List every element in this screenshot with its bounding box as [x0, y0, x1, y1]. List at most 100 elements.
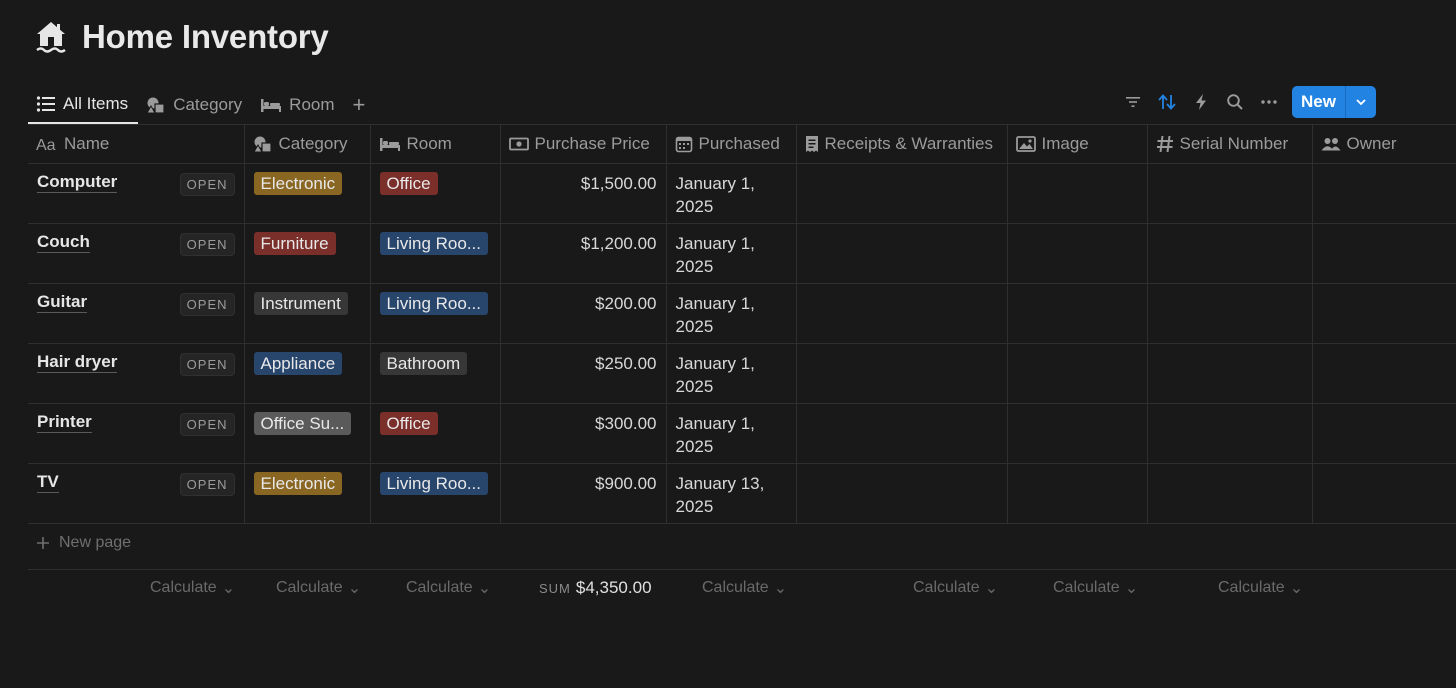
- tab-room[interactable]: Room: [252, 86, 344, 124]
- house-icon[interactable]: [34, 19, 68, 55]
- item-name[interactable]: Guitar: [37, 291, 88, 313]
- new-dropdown-button[interactable]: [1344, 86, 1376, 118]
- table-row[interactable]: Hair dryer OPEN Appliance Bathroom $250.…: [28, 343, 1456, 404]
- calculate-price[interactable]: Calculate ⌄: [406, 579, 492, 597]
- serial-number-cell[interactable]: [1147, 283, 1313, 344]
- price-cell[interactable]: $200.00: [500, 283, 667, 344]
- filter-icon[interactable]: [1116, 86, 1150, 118]
- calculate-receipts[interactable]: Calculate ⌄: [913, 579, 999, 597]
- owner-cell[interactable]: [1312, 463, 1456, 524]
- column-header-receipts[interactable]: Receipts & Warranties: [796, 125, 1008, 164]
- name-cell[interactable]: Hair dryer OPEN: [28, 343, 245, 404]
- sort-icon[interactable]: [1150, 86, 1184, 118]
- calculate-room[interactable]: Calculate ⌄: [276, 579, 362, 597]
- column-header-image[interactable]: Image: [1007, 125, 1148, 164]
- name-cell[interactable]: Computer OPEN: [28, 163, 245, 224]
- column-header-owner[interactable]: Owner: [1312, 125, 1456, 164]
- calculate-purchased[interactable]: Calculate ⌄: [702, 579, 788, 597]
- purchased-cell[interactable]: January 1, 2025: [666, 223, 797, 284]
- price-cell[interactable]: $250.00: [500, 343, 667, 404]
- open-button[interactable]: OPEN: [179, 472, 235, 496]
- price-cell[interactable]: $1,500.00: [500, 163, 667, 224]
- column-header-purchased[interactable]: Purchased: [666, 125, 797, 164]
- column-header-serial-number[interactable]: Serial Number: [1147, 125, 1313, 164]
- open-button[interactable]: OPEN: [179, 172, 235, 196]
- table-row[interactable]: Guitar OPEN Instrument Living Roo... $20…: [28, 283, 1456, 344]
- name-cell[interactable]: TV OPEN: [28, 463, 245, 524]
- category-cell[interactable]: Instrument: [244, 283, 371, 344]
- table-row[interactable]: Computer OPEN Electronic Office $1,500.0…: [28, 163, 1456, 224]
- receipts-cell[interactable]: [796, 403, 1008, 464]
- serial-number-cell[interactable]: [1147, 163, 1313, 224]
- search-icon[interactable]: [1218, 86, 1252, 118]
- serial-number-cell[interactable]: [1147, 403, 1313, 464]
- image-cell[interactable]: [1007, 163, 1148, 224]
- item-name[interactable]: Computer: [37, 171, 118, 193]
- purchased-cell[interactable]: January 1, 2025: [666, 163, 797, 224]
- category-cell[interactable]: Appliance: [244, 343, 371, 404]
- serial-number-cell[interactable]: [1147, 463, 1313, 524]
- category-cell[interactable]: Electronic: [244, 163, 371, 224]
- owner-cell[interactable]: [1312, 403, 1456, 464]
- open-button[interactable]: OPEN: [179, 232, 235, 256]
- lightning-icon[interactable]: [1184, 86, 1218, 118]
- category-cell[interactable]: Office Su...: [244, 403, 371, 464]
- receipts-cell[interactable]: [796, 163, 1008, 224]
- new-page-button[interactable]: New page: [36, 534, 131, 552]
- table-row[interactable]: TV OPEN Electronic Living Roo... $900.00…: [28, 463, 1456, 524]
- open-button[interactable]: OPEN: [179, 292, 235, 316]
- more-options-icon[interactable]: [1252, 86, 1286, 118]
- receipts-cell[interactable]: [796, 463, 1008, 524]
- tab-category[interactable]: Category: [138, 86, 252, 124]
- new-button-label[interactable]: New: [1301, 92, 1336, 111]
- column-header-name[interactable]: Aa Name: [28, 125, 245, 164]
- sum-purchase-price[interactable]: SUM $4,350.00: [539, 578, 652, 598]
- category-cell[interactable]: Furniture: [244, 223, 371, 284]
- image-cell[interactable]: [1007, 343, 1148, 404]
- category-cell[interactable]: Electronic: [244, 463, 371, 524]
- item-name[interactable]: TV: [37, 471, 59, 493]
- purchased-cell[interactable]: January 13, 2025: [666, 463, 797, 524]
- room-cell[interactable]: Office: [370, 403, 501, 464]
- image-cell[interactable]: [1007, 283, 1148, 344]
- open-button[interactable]: OPEN: [179, 412, 235, 436]
- receipts-cell[interactable]: [796, 223, 1008, 284]
- column-header-category[interactable]: Category: [244, 125, 371, 164]
- item-name[interactable]: Couch: [37, 231, 90, 253]
- add-view-button[interactable]: +: [352, 92, 366, 117]
- tab-all-items[interactable]: All Items: [28, 86, 139, 124]
- table-row[interactable]: Printer OPEN Office Su... Office $300.00…: [28, 403, 1456, 464]
- name-cell[interactable]: Guitar OPEN: [28, 283, 245, 344]
- item-name[interactable]: Hair dryer: [37, 351, 118, 373]
- column-header-purchase-price[interactable]: Purchase Price: [500, 125, 667, 164]
- name-cell[interactable]: Printer OPEN: [28, 403, 245, 464]
- room-cell[interactable]: Living Roo...: [370, 223, 501, 284]
- room-cell[interactable]: Office: [370, 163, 501, 224]
- receipts-cell[interactable]: [796, 343, 1008, 404]
- price-cell[interactable]: $1,200.00: [500, 223, 667, 284]
- serial-number-cell[interactable]: [1147, 223, 1313, 284]
- room-cell[interactable]: Bathroom: [370, 343, 501, 404]
- purchased-cell[interactable]: January 1, 2025: [666, 343, 797, 404]
- item-name[interactable]: Printer: [37, 411, 92, 433]
- owner-cell[interactable]: [1312, 283, 1456, 344]
- owner-cell[interactable]: [1312, 163, 1456, 224]
- room-cell[interactable]: Living Roo...: [370, 283, 501, 344]
- owner-cell[interactable]: [1312, 343, 1456, 404]
- purchased-cell[interactable]: January 1, 2025: [666, 403, 797, 464]
- image-cell[interactable]: [1007, 403, 1148, 464]
- calculate-image[interactable]: Calculate ⌄: [1053, 579, 1139, 597]
- calculate-category[interactable]: Calculate ⌄: [150, 579, 236, 597]
- name-cell[interactable]: Couch OPEN: [28, 223, 245, 284]
- purchased-cell[interactable]: January 1, 2025: [666, 283, 797, 344]
- image-cell[interactable]: [1007, 463, 1148, 524]
- calculate-serial-number[interactable]: Calculate ⌄: [1218, 579, 1304, 597]
- serial-number-cell[interactable]: [1147, 343, 1313, 404]
- column-header-room[interactable]: Room: [370, 125, 501, 164]
- room-cell[interactable]: Living Roo...: [370, 463, 501, 524]
- receipts-cell[interactable]: [796, 283, 1008, 344]
- table-row[interactable]: Couch OPEN Furniture Living Roo... $1,20…: [28, 223, 1456, 284]
- price-cell[interactable]: $900.00: [500, 463, 667, 524]
- open-button[interactable]: OPEN: [179, 352, 235, 376]
- price-cell[interactable]: $300.00: [500, 403, 667, 464]
